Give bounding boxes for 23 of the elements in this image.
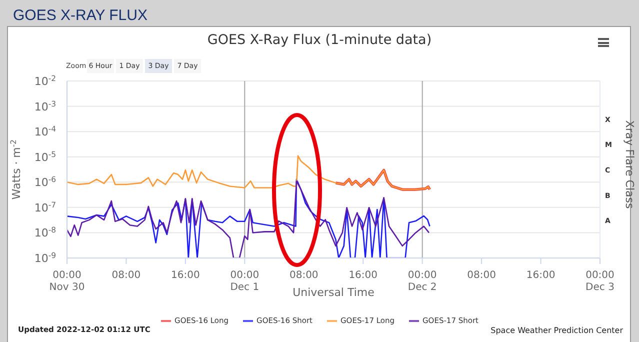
x-tick-label: 08:00 <box>112 270 141 281</box>
x-tick-label: 00:00 Dec 3 <box>586 270 614 293</box>
x-tick-label: 16:00 <box>526 270 556 281</box>
y-tick-label: 10$^{-6}$ <box>34 174 56 190</box>
text: Space Weather Prediction Center <box>490 326 623 335</box>
y-tick-label: 10$^{-4}$ <box>34 124 56 139</box>
x-tick-label: 00:00 Dec 2 <box>408 270 437 293</box>
x-tick-label: 00:00 Nov 30 <box>49 270 85 293</box>
y-tick-label: 10$^{-7}$ <box>34 200 56 214</box>
text: GOES X-RAY FLUX <box>13 7 148 24</box>
y-tick-label: 10$^{-8}$ <box>34 225 56 240</box>
y-tick-label: 10$^{-3}$ <box>34 98 56 114</box>
y-tick-label: 10$^{-9}$ <box>34 250 56 265</box>
y-tick-label: 10$^{-5}$ <box>34 149 56 164</box>
x-tick-label: 16:00 <box>171 270 200 281</box>
y2-axis-title: Xray Flare Class <box>623 120 636 209</box>
x-tick-label: 00:00 Dec 1 <box>230 270 260 293</box>
chart-title: GOES X-Ray Flux (1-minute data) <box>206 32 433 48</box>
x-tick-label: 16:00 <box>348 270 378 281</box>
x-tick-label: 08:00 <box>467 270 496 281</box>
y-tick-label: 10$^{-2}$ <box>34 74 56 88</box>
x-tick-label: 08:00 <box>289 270 318 281</box>
x-axis-title: Universal Time <box>292 286 375 299</box>
